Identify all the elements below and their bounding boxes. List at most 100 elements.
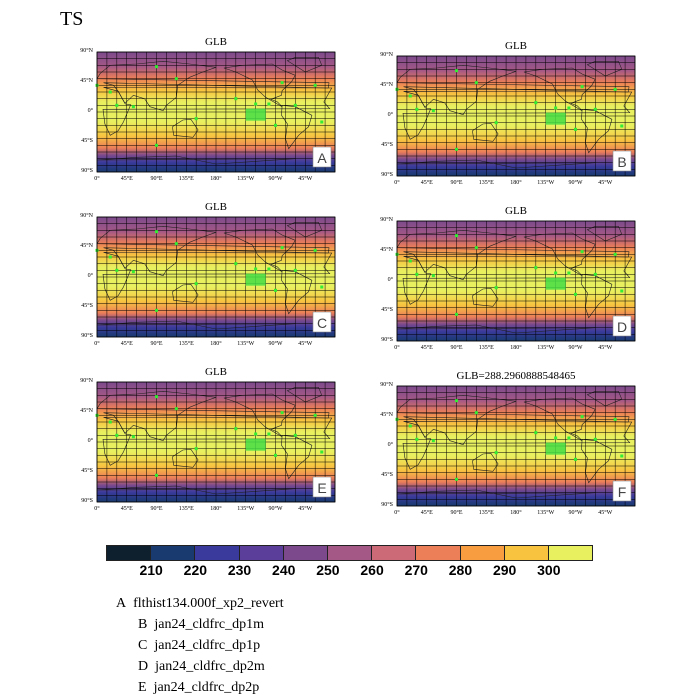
lat-tick-label: 0° xyxy=(387,112,393,118)
lon-tick-label: 90°E xyxy=(150,341,163,347)
station-marker xyxy=(593,437,597,441)
lat-tick-label: 45°N xyxy=(380,82,393,88)
lon-tick-label: 90°W xyxy=(268,506,283,512)
lon-tick-label: 90°E xyxy=(150,176,163,182)
colorbar-cell xyxy=(194,545,240,561)
lat-tick-label: 90°S xyxy=(381,502,393,508)
panel-title: GLB xyxy=(205,201,227,213)
highlight-region xyxy=(545,442,566,455)
station-marker xyxy=(613,87,617,91)
lon-tick-label: 45°W xyxy=(598,345,613,351)
station-marker xyxy=(155,230,158,234)
lon-tick-label: 90°W xyxy=(268,176,283,182)
station-marker xyxy=(494,451,498,455)
coastline xyxy=(523,232,596,276)
station-marker xyxy=(494,121,498,125)
lon-tick-label: 45°W xyxy=(298,176,313,182)
lon-tick-label: 180° xyxy=(210,506,222,512)
coastline xyxy=(172,448,199,468)
colorbar-tick-label: 230 xyxy=(227,562,252,578)
coastline xyxy=(223,393,296,437)
lon-tick-label: 135°W xyxy=(537,345,555,351)
lat-tick-label: 45°N xyxy=(80,408,93,414)
lon-tick-label: 135°W xyxy=(237,176,255,182)
coastline xyxy=(402,421,633,470)
coastline xyxy=(172,118,199,138)
lon-tick-label: 90°W xyxy=(268,341,283,347)
lat-tick-label: 45°S xyxy=(381,472,393,478)
coastline xyxy=(281,435,313,480)
station-marker xyxy=(174,407,178,411)
lon-tick-label: 45°E xyxy=(420,180,433,186)
panel-title: GLB xyxy=(505,205,527,217)
station-marker xyxy=(455,477,458,481)
station-marker xyxy=(280,81,284,85)
figure-title: TS xyxy=(60,8,84,30)
station-marker xyxy=(580,415,584,419)
lon-tick-label: 45°E xyxy=(420,345,433,351)
station-marker xyxy=(274,123,277,127)
panel-title: GLB=288.2960888548465 xyxy=(456,370,576,382)
coastline xyxy=(281,270,313,315)
colorbar-cell xyxy=(326,545,373,561)
map-panel-c: GLB C 90°N 45°N 0° 45°S 90°S 0° 45°E 90°E 135°E 180… xyxy=(80,201,367,367)
coastline xyxy=(472,122,499,142)
station-marker xyxy=(431,439,435,443)
panel-label-box xyxy=(612,480,632,502)
map-frame xyxy=(396,55,636,177)
map-frame xyxy=(96,51,336,173)
panel-label-box xyxy=(312,476,332,498)
temperature-map: D xyxy=(395,220,636,342)
colorbar-tick-label: 260 xyxy=(360,562,384,578)
station-marker xyxy=(431,274,435,278)
panel-label: C xyxy=(317,315,327,331)
lat-tick-label: 45°S xyxy=(81,303,93,309)
station-marker xyxy=(567,271,571,275)
station-marker xyxy=(620,124,624,128)
station-marker xyxy=(534,266,538,270)
legend-letter: B xyxy=(138,617,148,632)
highlight-region xyxy=(245,273,266,286)
colorbar-cell xyxy=(282,545,328,561)
colorbar-cell xyxy=(547,545,594,561)
coastline xyxy=(523,67,596,111)
colorbar-tick-label: 300 xyxy=(537,562,561,578)
colorbar-cell xyxy=(106,545,152,561)
panel-label: D xyxy=(617,319,627,335)
lat-tick-label: 0° xyxy=(87,438,93,444)
lon-tick-label: 90°E xyxy=(450,345,463,351)
panel-label-box xyxy=(612,315,632,337)
coastline xyxy=(172,283,199,303)
colorbar-cell xyxy=(503,545,549,561)
lon-tick-label: 0° xyxy=(94,341,100,347)
lon-tick-label: 90°W xyxy=(568,180,583,186)
panel-label: A xyxy=(317,150,327,166)
station-marker xyxy=(115,103,119,107)
lon-tick-label: 135°W xyxy=(537,510,555,516)
colorbar-tick-label: 240 xyxy=(272,562,296,578)
station-marker xyxy=(620,289,624,293)
lat-tick-label: 45°N xyxy=(80,78,93,84)
lat-tick-label: 45°S xyxy=(81,138,93,144)
coastline xyxy=(102,252,333,301)
lat-tick-label: 90°N xyxy=(80,48,93,54)
lon-tick-label: 90°E xyxy=(450,180,463,186)
lon-tick-label: 45°E xyxy=(120,506,133,512)
lon-tick-label: 0° xyxy=(94,506,100,512)
lat-tick-label: 45°S xyxy=(81,468,93,474)
map-panel-a: GLB A 90°N 45°N 0° 45°S 90°S 0° 45°E 90°E 135°E 180… xyxy=(80,36,367,202)
lon-tick-label: 45°W xyxy=(598,510,613,516)
station-marker xyxy=(108,420,112,424)
colorbar-tick-label: 210 xyxy=(139,562,163,578)
panel-title: GLB xyxy=(205,366,227,378)
legend-entry: C jan24_cldfrc_dp1p xyxy=(138,638,260,654)
lat-tick-label: 90°N xyxy=(380,52,393,58)
station-marker xyxy=(155,65,158,69)
station-marker xyxy=(574,127,577,131)
legend-case-name: jan24_cldfrc_dp2m xyxy=(155,659,265,674)
lon-tick-label: 180° xyxy=(210,341,222,347)
station-marker xyxy=(613,252,617,256)
station-marker xyxy=(415,107,419,111)
station-marker xyxy=(267,267,271,271)
legend-entry: E jan24_cldfrc_dp2p xyxy=(138,680,259,696)
